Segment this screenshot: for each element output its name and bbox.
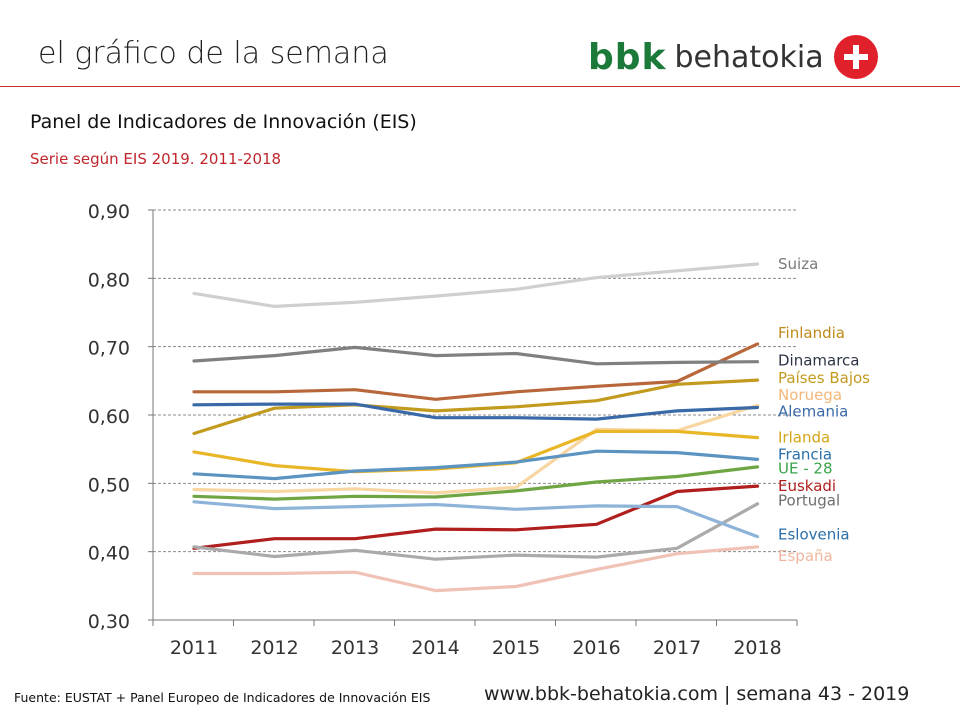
y-tick-label: 0,60	[88, 406, 130, 428]
x-tick-label: 2017	[653, 637, 701, 659]
footer-source: Fuente: EUSTAT + Panel Europeo de Indica…	[14, 690, 431, 705]
series-line-finlandia	[192, 342, 760, 401]
y-tick-label: 0,40	[88, 543, 130, 565]
series-label: Dinamarca	[778, 351, 860, 369]
red-cross-icon	[833, 35, 878, 79]
y-tick-label: 0,70	[88, 338, 130, 360]
x-tick-label: 2014	[411, 637, 459, 659]
series-line-francia	[192, 449, 760, 481]
chart-title: Panel de Indicadores de Innovación (EIS)	[30, 111, 417, 133]
x-tick-label: 2015	[492, 637, 540, 659]
y-tick-label: 0,50	[88, 474, 130, 496]
logo-behatokia-text: behatokia	[674, 39, 824, 75]
y-tick-label: 0,90	[88, 201, 130, 223]
series-label: Portugal	[778, 491, 840, 509]
series-label: España	[778, 547, 833, 565]
series-line-pa-ses-bajos	[192, 378, 760, 436]
series-label: Noruega	[778, 386, 842, 404]
series-line-alemania	[192, 402, 760, 421]
chart-subtitle: Serie según EIS 2019. 2011-2018	[30, 150, 282, 168]
series-line-suiza	[192, 262, 760, 308]
series-line-espa-a	[192, 545, 760, 593]
x-tick-label: 2013	[331, 637, 379, 659]
series-line-dinamarca	[192, 345, 760, 366]
logo-bbk-text: bbk	[588, 36, 667, 78]
series-label: Irlanda	[778, 429, 830, 447]
series-line-eslovenia	[192, 500, 760, 539]
x-tick-label: 2012	[250, 637, 298, 659]
series-label: Suiza	[778, 255, 818, 273]
series-label: Eslovenia	[778, 526, 850, 544]
series-label: Alemania	[778, 403, 848, 421]
series-label: UE - 28	[778, 459, 833, 477]
series-line-ue-28	[192, 465, 760, 501]
y-tick-label: 0,30	[88, 611, 130, 633]
series-line-portugal	[192, 502, 760, 561]
x-tick-label: 2018	[733, 637, 781, 659]
y-tick-label: 0,80	[88, 269, 130, 291]
header-title: el gráfico de la semana	[38, 36, 389, 71]
series-line-euskadi	[192, 484, 760, 550]
series-label: Países Bajos	[778, 369, 870, 387]
x-tick-label: 2016	[572, 637, 620, 659]
series-label: Finlandia	[778, 324, 845, 342]
header-divider	[0, 86, 960, 87]
x-tick-label: 2011	[170, 637, 218, 659]
series-label: Francia	[778, 446, 832, 464]
series-label: Euskadi	[778, 477, 836, 495]
bbk-behatokia-logo: bbk behatokia	[588, 34, 878, 80]
footer-website: www.bbk-behatokia.com | semana 43 - 2019	[484, 683, 910, 705]
